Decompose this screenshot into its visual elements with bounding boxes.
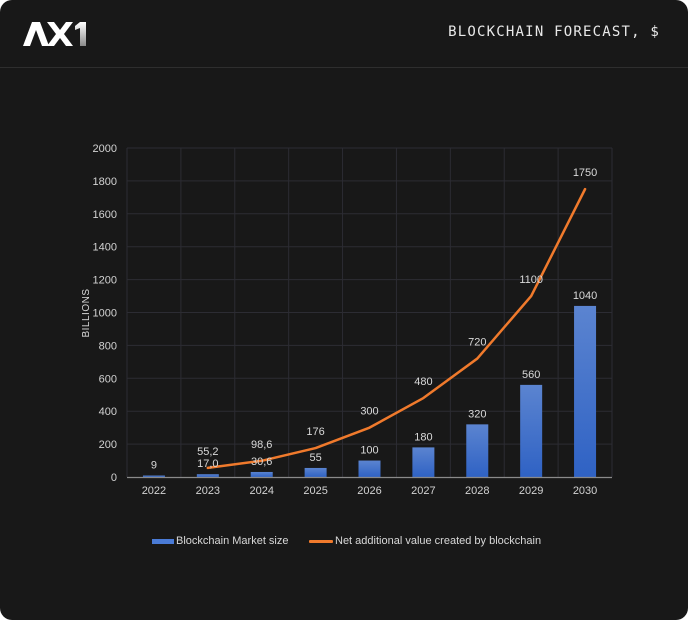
line-value-label: 300	[360, 406, 378, 418]
legend-item-net-value[interactable]: Net additional value created by blockcha…	[309, 535, 541, 547]
bar	[358, 460, 381, 477]
bar	[520, 384, 543, 477]
net-value-line	[206, 187, 587, 470]
bar	[466, 424, 489, 477]
y-tick-label: 400	[99, 406, 117, 418]
x-tick-label: 2024	[249, 485, 273, 497]
y-tick-label: 0	[111, 472, 117, 484]
line-value-label: 480	[414, 376, 432, 388]
bar	[574, 305, 597, 477]
header: BLOCKCHAIN FORECAST, $	[0, 0, 688, 68]
line-value-label: 1750	[573, 167, 597, 179]
x-tick-label: 2026	[357, 485, 381, 497]
tick-labels: 0 200 400 600 800 1000 1200 1400 1600 1800 2000 202…	[93, 143, 598, 497]
legend-label: Net additional value created by blockcha…	[335, 535, 542, 547]
bar-value-label: 320	[468, 408, 486, 420]
line-value-label: 55,2	[197, 446, 218, 458]
y-tick-label: 1600	[93, 209, 117, 221]
x-tick-label: 2022	[142, 485, 166, 497]
legend: Blockchain Market size Net additional va…	[0, 535, 688, 549]
bar-series	[142, 305, 597, 477]
x-tick-label: 2028	[465, 485, 489, 497]
y-tick-label: 200	[99, 439, 117, 451]
bar-value-label: 17,0	[197, 458, 218, 470]
bar	[142, 475, 165, 477]
line-series	[206, 187, 587, 470]
y-tick-label: 2000	[93, 143, 117, 155]
x-tick-label: 2030	[573, 485, 597, 497]
x-tick-label: 2023	[196, 485, 220, 497]
line-value-label: 1100	[519, 274, 543, 286]
y-tick-label: 600	[99, 373, 117, 385]
x-tick-label: 2025	[303, 485, 327, 497]
data-labels: 9 17,0 30,6 55 100 180 320 560 1040 55,2 98,6 176 30…	[151, 167, 597, 471]
bar-value-label: 560	[522, 369, 540, 381]
bar-value-label: 100	[360, 445, 378, 457]
bar-value-label: 1040	[573, 290, 597, 302]
y-tick-label: 1800	[93, 176, 117, 188]
legend-swatch-line	[309, 539, 333, 543]
legend-label: Blockchain Market size	[176, 535, 289, 547]
bar-value-label: 9	[151, 460, 157, 472]
bar	[304, 467, 327, 477]
line-value-label: 720	[468, 337, 486, 349]
y-axis-label: BILLIONS	[81, 288, 92, 337]
bar	[196, 474, 219, 477]
y-tick-label: 800	[99, 340, 117, 352]
bar	[412, 447, 435, 477]
x-tick-label: 2029	[519, 485, 543, 497]
legend-item-market-size[interactable]: Blockchain Market size	[152, 535, 289, 547]
y-tick-label: 1000	[93, 308, 117, 320]
bar-value-label: 180	[414, 431, 432, 443]
x-tick-label: 2027	[411, 485, 435, 497]
bar-value-label: 55	[309, 452, 321, 464]
bar	[250, 471, 273, 477]
y-tick-label: 1200	[93, 275, 117, 287]
legend-swatch-bar	[152, 538, 174, 544]
y-tick-label: 1400	[93, 242, 117, 254]
ax1-logo	[23, 22, 86, 46]
grid	[126, 147, 613, 477]
bar-value-label: 30,6	[251, 456, 272, 468]
line-value-label: 176	[306, 426, 324, 438]
chart-title: BLOCKCHAIN FORECAST, $	[448, 24, 660, 40]
line-value-label: 98,6	[251, 439, 272, 451]
